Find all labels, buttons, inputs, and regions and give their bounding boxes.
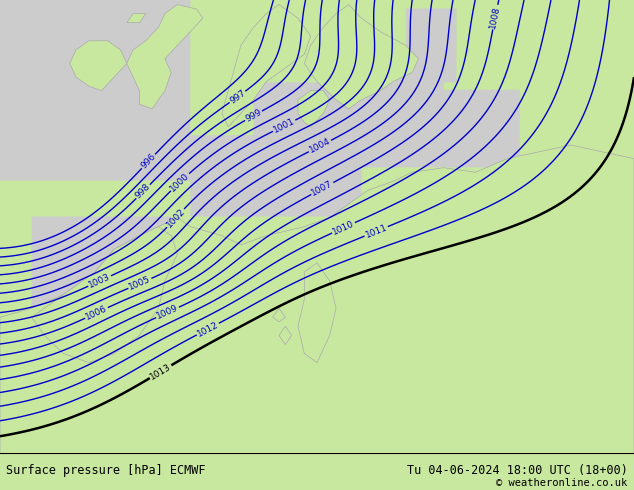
Text: 1000: 1000 — [169, 171, 191, 193]
Polygon shape — [222, 4, 311, 127]
Text: 1012: 1012 — [195, 320, 220, 339]
Text: 1005: 1005 — [127, 275, 152, 292]
Polygon shape — [298, 91, 330, 127]
Text: 1002: 1002 — [164, 207, 186, 229]
Text: 997: 997 — [228, 88, 247, 105]
Polygon shape — [304, 4, 418, 109]
Polygon shape — [279, 326, 292, 344]
Polygon shape — [273, 308, 285, 322]
Text: 1001: 1001 — [272, 117, 297, 135]
Text: 996: 996 — [139, 152, 158, 171]
Text: 1009: 1009 — [155, 303, 180, 321]
Polygon shape — [70, 41, 127, 91]
Text: 1013: 1013 — [148, 362, 172, 381]
Text: 1006: 1006 — [84, 304, 109, 322]
Text: 1003: 1003 — [87, 272, 112, 290]
Text: Tu 04-06-2024 18:00 UTC (18+00): Tu 04-06-2024 18:00 UTC (18+00) — [407, 465, 628, 477]
Text: 1004: 1004 — [307, 137, 332, 155]
Polygon shape — [0, 145, 634, 453]
Text: 1008: 1008 — [489, 5, 502, 29]
Text: Surface pressure [hPa] ECMWF: Surface pressure [hPa] ECMWF — [6, 465, 206, 477]
Text: 999: 999 — [244, 107, 263, 124]
Polygon shape — [127, 14, 146, 23]
Text: 1011: 1011 — [364, 223, 389, 240]
Polygon shape — [127, 4, 203, 109]
Text: 998: 998 — [134, 182, 152, 201]
Polygon shape — [298, 263, 336, 363]
Polygon shape — [32, 226, 178, 363]
Text: 1010: 1010 — [331, 219, 356, 237]
Text: © weatheronline.co.uk: © weatheronline.co.uk — [496, 478, 628, 488]
Text: 1007: 1007 — [310, 179, 335, 198]
